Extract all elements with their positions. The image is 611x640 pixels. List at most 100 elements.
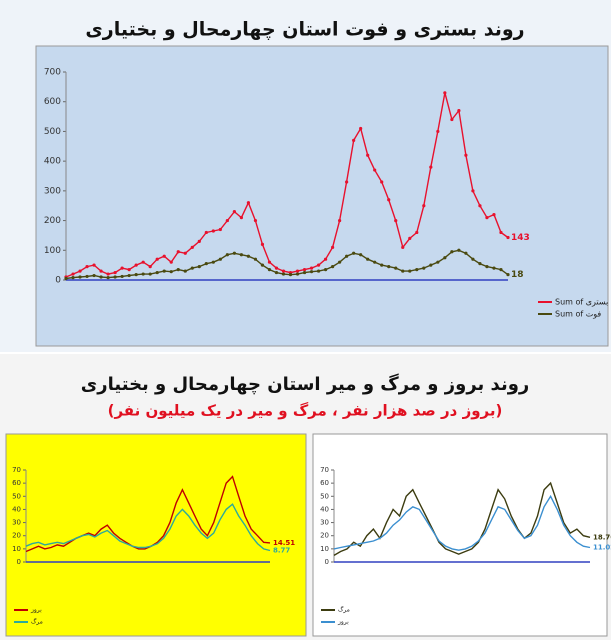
y-tick-label: 30	[12, 519, 21, 527]
point	[450, 250, 454, 254]
point	[71, 276, 75, 280]
point	[380, 263, 384, 267]
legend-label: مرگ	[338, 605, 350, 614]
point	[169, 270, 173, 274]
point	[281, 269, 286, 273]
point	[260, 242, 265, 246]
point	[120, 274, 124, 279]
point	[120, 266, 124, 270]
point	[99, 275, 103, 279]
point	[338, 260, 342, 264]
y-tick-label: 0	[325, 558, 329, 566]
series-line	[25, 503, 271, 552]
point	[436, 260, 440, 264]
point	[162, 269, 166, 273]
point	[246, 254, 251, 258]
y-tick-label: 40	[320, 505, 329, 513]
legend-label: Sum of فوت	[555, 310, 601, 319]
point	[401, 269, 405, 273]
section-subtitle: (بروز در صد هزار نفر ، مرگ و میر در یک م…	[108, 402, 503, 420]
point	[408, 269, 412, 273]
point	[211, 229, 215, 233]
point	[492, 213, 496, 217]
point	[148, 265, 152, 269]
chart-background	[312, 433, 608, 637]
point	[253, 257, 258, 261]
point	[78, 275, 82, 279]
point	[281, 272, 286, 276]
point	[506, 235, 510, 240]
y-tick-label: 10	[320, 545, 329, 553]
point	[464, 251, 468, 255]
point	[338, 218, 342, 223]
y-tick-label: 60	[320, 479, 329, 487]
point	[345, 180, 349, 184]
point	[204, 262, 208, 266]
point	[316, 263, 321, 267]
point	[422, 266, 426, 270]
series-line	[333, 481, 591, 557]
y-tick-label: 100	[44, 246, 61, 256]
point	[415, 230, 419, 235]
series-line	[65, 249, 509, 280]
point	[288, 273, 293, 277]
legend-label: بروز	[337, 619, 349, 626]
point	[99, 269, 103, 273]
point	[429, 165, 433, 169]
point	[295, 272, 300, 276]
point	[323, 268, 328, 272]
point	[274, 270, 279, 275]
point	[92, 273, 96, 278]
y-tick-label: 70	[12, 466, 21, 474]
point	[492, 266, 496, 270]
y-tick-label: 10	[12, 545, 21, 553]
point	[225, 218, 229, 223]
point	[457, 248, 461, 252]
point	[394, 218, 398, 223]
point	[499, 268, 503, 272]
point	[373, 260, 377, 264]
point	[295, 269, 300, 273]
y-tick-label: 50	[320, 492, 329, 500]
point	[394, 266, 398, 270]
point	[422, 204, 426, 208]
point	[92, 263, 96, 267]
point	[141, 260, 145, 264]
series-line	[65, 92, 509, 278]
y-tick-label: 0	[55, 276, 61, 286]
y-tick-label: 400	[44, 157, 61, 167]
point	[134, 273, 138, 277]
y-tick-label: 0	[17, 558, 21, 566]
point	[302, 268, 307, 272]
point	[309, 270, 314, 274]
point	[506, 273, 510, 277]
point	[267, 268, 272, 272]
point	[359, 126, 363, 131]
point	[232, 210, 236, 214]
point	[78, 269, 82, 273]
end-value-label: 143	[511, 233, 530, 243]
point	[471, 189, 475, 193]
point	[155, 270, 159, 275]
point	[267, 260, 272, 264]
point	[127, 268, 131, 272]
point	[471, 257, 475, 261]
end-value-label: 18.76	[593, 533, 611, 541]
point	[113, 275, 117, 279]
point	[85, 265, 89, 269]
chart-background	[35, 45, 609, 347]
point	[169, 260, 173, 264]
chart-title: روند بستری و فوت استان چهارمحال و بختیار…	[85, 19, 524, 41]
point	[429, 263, 433, 267]
point	[366, 153, 370, 157]
point	[239, 253, 243, 257]
end-value-label: 11.02	[593, 544, 611, 552]
y-tick-label: 20	[320, 532, 329, 540]
point	[352, 251, 356, 255]
point	[331, 245, 335, 249]
point	[218, 257, 222, 261]
point	[106, 272, 110, 276]
point	[127, 273, 131, 278]
point	[478, 204, 482, 208]
chart-background	[5, 433, 307, 637]
